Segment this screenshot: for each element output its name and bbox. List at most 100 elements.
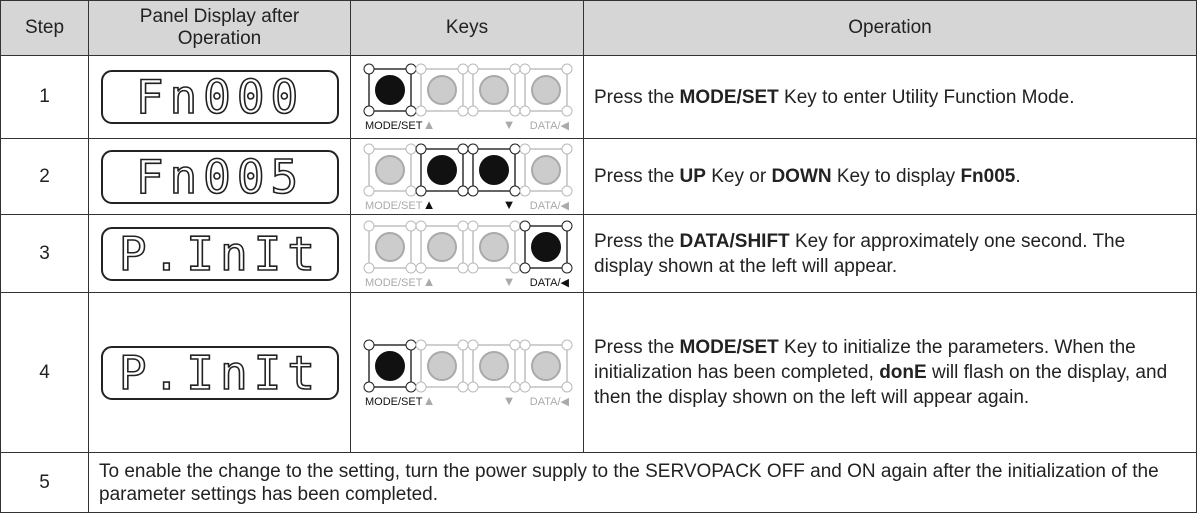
- key-pin: [519, 339, 531, 350]
- key-pin: [561, 381, 573, 392]
- step-cell: 1: [0, 55, 89, 139]
- key-pin: [363, 220, 375, 231]
- key-pin: [519, 63, 531, 75]
- key-pin: [415, 262, 427, 273]
- key-label: MODE/SET: [365, 396, 423, 408]
- key-cap: [479, 75, 509, 105]
- operation-text: Press the: [594, 230, 680, 252]
- key-label: ▼: [503, 197, 516, 212]
- key-pin: [519, 105, 531, 117]
- key-cap: [375, 75, 405, 105]
- display-frame: [100, 149, 339, 204]
- display-text: Fn000: [135, 70, 303, 124]
- step-cell: 2: [0, 138, 89, 215]
- key-label: DATA/◀: [530, 396, 570, 408]
- operation-text: Key to initialize the parameters. When t…: [594, 337, 1136, 383]
- operation-cell: Press the MODE/SET Key to enter Utility …: [583, 55, 1197, 139]
- operation-text: Key or: [705, 166, 772, 187]
- key-label: MODE/SET: [365, 277, 423, 289]
- key-pin: [415, 185, 427, 196]
- header-row: Step Panel Display after Operation Keys …: [0, 0, 1197, 56]
- key-label: MODE/SET: [365, 120, 423, 132]
- note-cell: To enable the change to the setting, tur…: [88, 452, 1197, 513]
- keys-image: MODE/SET ▲ ▼ DATA/◀: [363, 339, 573, 408]
- key-pin: [509, 63, 521, 75]
- key-pin: [363, 381, 375, 392]
- operation-text: DOWN: [771, 166, 832, 187]
- display-frame: [100, 226, 339, 281]
- header-cell: Operation: [583, 0, 1197, 56]
- note-row: 5 To enable the change to the setting, tu…: [0, 452, 1197, 513]
- key-cap: [375, 350, 405, 381]
- key-pin: [363, 185, 375, 196]
- key-pin: [415, 143, 427, 154]
- key-label: DATA/◀: [530, 277, 570, 289]
- operation-text: Key to display: [831, 166, 961, 187]
- key-pin: [363, 63, 375, 75]
- key-pin: [363, 339, 375, 350]
- display-text: Fn005: [135, 150, 303, 204]
- panel-display: P.InIt: [100, 226, 339, 281]
- header-cell: Panel Display after Operation: [88, 0, 351, 56]
- key-pin: [509, 381, 521, 392]
- key-pin: [415, 63, 427, 75]
- key-cap: [427, 231, 457, 262]
- display-frame: [100, 345, 339, 400]
- operation-cell: Press the MODE/SET Key to initialize the…: [583, 292, 1197, 453]
- key-label: ▲: [423, 197, 436, 212]
- header-cell: Step: [0, 0, 89, 56]
- key-cap: [427, 75, 457, 105]
- row: 1 Fn000 MODE/SET ▲ ▼ DATA/◀ Press the MODE/SET…: [0, 55, 1197, 139]
- operation-text: will flash on the display, and then the …: [594, 362, 1168, 408]
- key-pin: [405, 262, 417, 273]
- key-pin: [467, 381, 479, 392]
- operation-text: Fn005: [960, 166, 1016, 187]
- operation-text: Press the: [594, 166, 680, 187]
- key-cap: [375, 231, 405, 262]
- key-label: ▼: [503, 393, 516, 408]
- operation-text: Press the: [594, 86, 680, 108]
- keys-image: MODE/SET ▲ ▼ DATA/◀: [363, 220, 573, 289]
- key-pin: [405, 143, 417, 154]
- key-pin: [509, 143, 521, 154]
- key-pin: [519, 143, 531, 154]
- display-cell: P.InIt: [88, 214, 351, 293]
- key-pin: [457, 143, 469, 154]
- operation-text: DATA/SHIFT: [679, 230, 790, 252]
- key-pin: [561, 220, 573, 231]
- key-label: ▼: [503, 274, 516, 289]
- panel-display: Fn005: [100, 149, 339, 204]
- operation-text: donE: [879, 362, 927, 383]
- key-pin: [519, 381, 531, 392]
- key-cap: [375, 154, 405, 185]
- row: 3 P.InIt MODE/SET ▲ ▼ DATA/◀ Press the DATA/SH…: [0, 214, 1197, 293]
- key-pin: [405, 105, 417, 117]
- display-text: P.InIt: [118, 346, 320, 400]
- key-pin: [467, 185, 479, 196]
- operation-cell: Press the DATA/SHIFT Key for approximate…: [583, 214, 1197, 293]
- key-pin: [561, 63, 573, 75]
- step-cell: 3: [0, 214, 89, 293]
- key-cap: [531, 350, 561, 381]
- key-pin: [467, 143, 479, 154]
- keys-cell: MODE/SET ▲ ▼ DATA/◀: [350, 292, 584, 453]
- operation-text: Key for approximately one second. The di…: [594, 230, 1126, 277]
- table-body: 1 Fn000 MODE/SET ▲ ▼ DATA/◀ Press the MODE/SET…: [0, 55, 1197, 513]
- key-pin: [415, 220, 427, 231]
- panel-display: P.InIt: [100, 345, 339, 400]
- operation-text: Press the: [594, 337, 680, 358]
- display-cell: Fn005: [88, 138, 351, 215]
- key-cap: [531, 75, 561, 105]
- key-pin: [519, 185, 531, 196]
- step-cell: 4: [0, 292, 89, 453]
- key-pin: [467, 262, 479, 273]
- key-pin: [467, 220, 479, 231]
- key-pin: [467, 105, 479, 117]
- key-pin: [467, 339, 479, 350]
- key-label: DATA/◀: [530, 120, 570, 132]
- operation-text: Key to enter Utility Function Mode.: [778, 86, 1075, 108]
- key-label: DATA/◀: [530, 200, 570, 212]
- key-pin: [561, 105, 573, 117]
- key-label: ▼: [503, 117, 516, 132]
- key-pin: [405, 185, 417, 196]
